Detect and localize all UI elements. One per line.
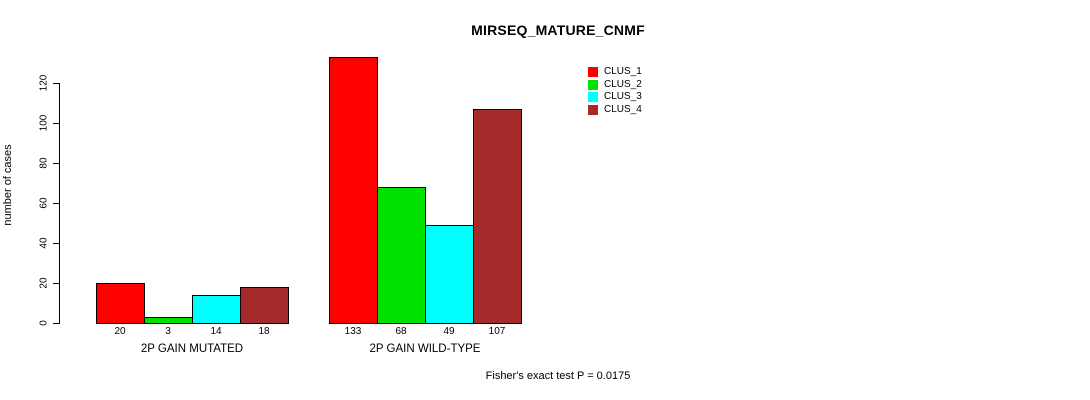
bar-clus_4-group2 [473, 109, 522, 324]
bar-clus_1-group2 [329, 57, 378, 324]
legend-swatch-icon [588, 92, 598, 103]
legend-swatch-icon [588, 67, 598, 77]
y-tick-mark [53, 283, 59, 284]
y-tick-label: 100 [38, 114, 50, 132]
legend-label: CLUS_1 [604, 66, 642, 77]
y-tick-label: 40 [38, 237, 50, 249]
y-tick-mark [53, 323, 59, 324]
bar-clus_4-group1 [240, 287, 289, 324]
bar-clus_3-group1 [192, 295, 241, 324]
y-tick-label: 60 [38, 197, 50, 209]
legend-swatch-icon [588, 79, 598, 90]
bar-value-label: 20 [114, 326, 126, 337]
y-tick-mark [53, 123, 59, 124]
x-group-label: 2P GAIN MUTATED [140, 343, 244, 355]
legend-label: CLUS_2 [604, 78, 642, 90]
y-tick-label: 0 [38, 320, 50, 326]
bar-value-label: 133 [344, 326, 362, 337]
y-tick-mark [53, 163, 59, 164]
y-tick-label: 120 [38, 74, 50, 92]
y-tick-label: 80 [38, 157, 50, 169]
x-group-label: 2P GAIN WILD-TYPE [369, 343, 481, 355]
bar-value-label: 18 [258, 326, 270, 337]
y-tick-mark [53, 203, 59, 204]
chart-title: MIRSEQ_MATURE_CNMF [471, 22, 645, 38]
bar-clus_2-group2 [377, 187, 426, 324]
bar-clus_1-group1 [96, 283, 145, 324]
legend-label: CLUS_3 [604, 91, 642, 103]
bar-clus_2-group1 [144, 317, 193, 324]
y-tick-label: 20 [38, 277, 50, 289]
bar-value-label: 68 [395, 326, 407, 337]
bar-value-label: 3 [165, 326, 171, 337]
legend-label: CLUS_4 [604, 104, 642, 116]
y-axis-line [59, 83, 60, 324]
legend-swatch-icon [588, 105, 598, 116]
y-tick-mark [53, 83, 59, 84]
bar-clus_3-group2 [425, 225, 474, 324]
bar-value-label: 14 [210, 326, 222, 337]
y-axis-label: number of cases [2, 144, 14, 226]
statistical-test-annotation: Fisher's exact test P = 0.0175 [485, 370, 631, 382]
y-tick-mark [53, 243, 59, 244]
bar-value-label: 107 [488, 326, 506, 337]
bar-value-label: 49 [443, 326, 455, 337]
